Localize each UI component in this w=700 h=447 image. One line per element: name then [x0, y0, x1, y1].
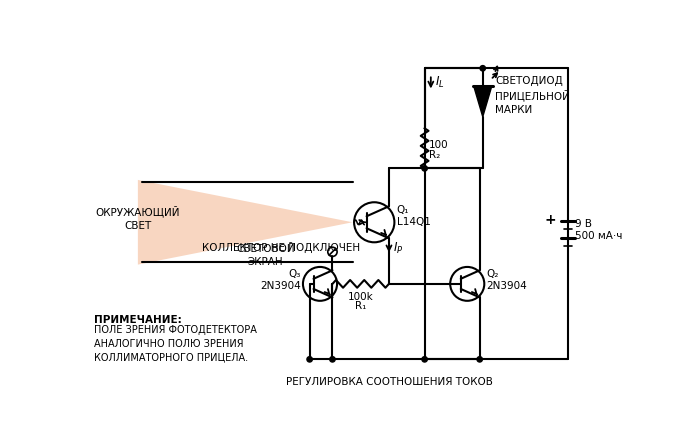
Text: Q₃
2N3904: Q₃ 2N3904 — [260, 269, 300, 291]
Text: R₁: R₁ — [355, 301, 366, 311]
Text: 100: 100 — [429, 139, 449, 149]
Text: 9 В
500 мА·ч: 9 В 500 мА·ч — [575, 219, 622, 241]
Text: 100k: 100k — [348, 291, 374, 302]
Text: СВЕТОВОЙ
ЭКРАН: СВЕТОВОЙ ЭКРАН — [237, 244, 295, 267]
Text: КОЛЛЕКТОР НЕ ПОДКЛЮЧЕН: КОЛЛЕКТОР НЕ ПОДКЛЮЧЕН — [202, 243, 360, 253]
Text: Q₁
L14Q1: Q₁ L14Q1 — [397, 205, 430, 227]
Text: ПОЛЕ ЗРЕНИЯ ФОТОДЕТЕКТОРА
АНАЛОГИЧНО ПОЛЮ ЗРЕНИЯ
КОЛЛИМАТОРНОГО ПРИЦЕЛА.: ПОЛЕ ЗРЕНИЯ ФОТОДЕТЕКТОРА АНАЛОГИЧНО ПОЛ… — [94, 325, 257, 363]
Text: РЕГУЛИРОВКА СООТНОШЕНИЯ ТОКОВ: РЕГУЛИРОВКА СООТНОШЕНИЯ ТОКОВ — [286, 377, 493, 388]
Text: ОКРУЖАЮЩИЙ
СВЕТ: ОКРУЖАЮЩИЙ СВЕТ — [96, 206, 180, 231]
Circle shape — [422, 166, 427, 171]
Text: +: + — [545, 213, 556, 227]
Circle shape — [307, 357, 312, 362]
Circle shape — [422, 357, 427, 362]
Text: ПРИМЕЧАНИЕ:: ПРИМЕЧАНИЕ: — [94, 316, 181, 325]
Text: $I_P$: $I_P$ — [393, 241, 403, 256]
Text: R₂: R₂ — [429, 149, 440, 160]
Circle shape — [477, 357, 482, 362]
Text: Q₂
2N3904: Q₂ 2N3904 — [486, 269, 527, 291]
Text: $I_L$: $I_L$ — [435, 75, 444, 90]
Circle shape — [480, 66, 486, 71]
Polygon shape — [138, 180, 353, 265]
Circle shape — [330, 357, 335, 362]
Polygon shape — [474, 86, 492, 117]
Text: СВЕТОДИОД
ПРИЦЕЛЬНОЙ
МАРКИ: СВЕТОДИОД ПРИЦЕЛЬНОЙ МАРКИ — [495, 76, 570, 114]
